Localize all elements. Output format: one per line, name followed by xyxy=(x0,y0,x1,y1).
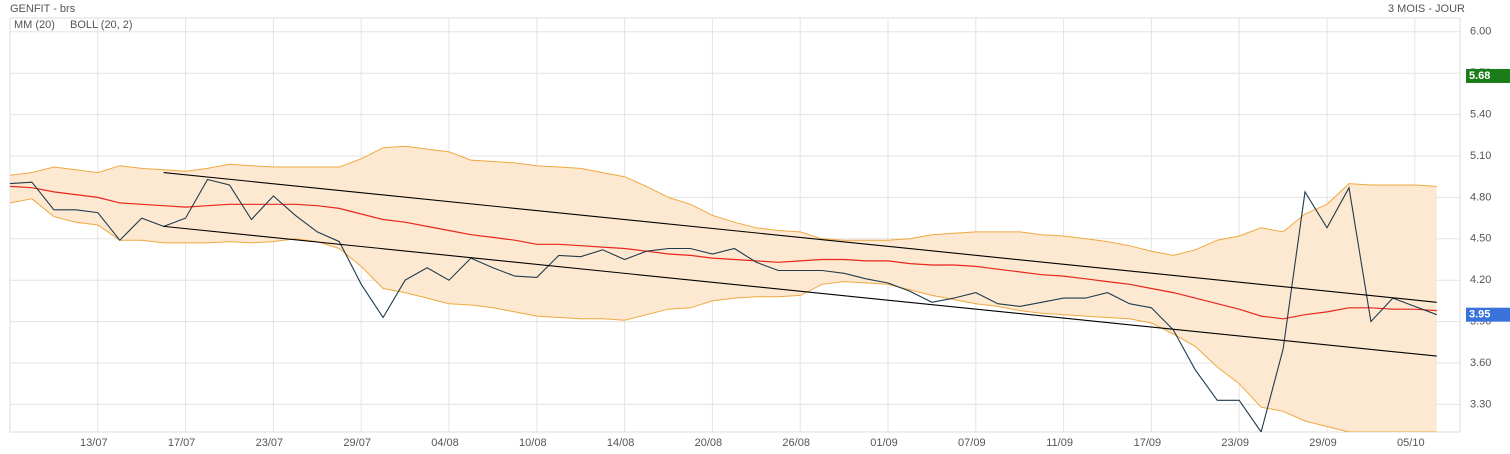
x-tick-label: 14/08 xyxy=(607,437,635,449)
chart-subtitle: 3 MOIS - JOUR xyxy=(1388,3,1465,15)
legend-item: BOLL (20, 2) xyxy=(70,19,133,31)
bollinger-lower xyxy=(10,198,1437,432)
x-tick-label: 17/07 xyxy=(168,437,196,449)
x-tick-label: 23/07 xyxy=(256,437,284,449)
x-tick-label: 29/07 xyxy=(343,437,371,449)
x-tick-label: 01/09 xyxy=(870,437,898,449)
chart-title: GENFIT - brs xyxy=(10,3,76,15)
y-tick-label: 4.80 xyxy=(1470,191,1491,203)
x-tick-label: 13/07 xyxy=(80,437,108,449)
y-tick-label: 5.10 xyxy=(1470,150,1491,162)
y-tick-label: 3.60 xyxy=(1470,357,1491,369)
x-tick-label: 07/09 xyxy=(958,437,986,449)
price-badge-label: 3.95 xyxy=(1469,309,1490,321)
legend-item: MM (20) xyxy=(14,19,55,31)
plot-frame xyxy=(9,17,1461,433)
bollinger-band xyxy=(10,146,1437,432)
x-tick-label: 23/09 xyxy=(1221,437,1249,449)
y-tick-label: 6.00 xyxy=(1470,26,1491,38)
y-tick-label: 4.50 xyxy=(1470,233,1491,245)
trendline xyxy=(163,225,1437,357)
moving-average xyxy=(10,185,1437,320)
x-tick-label: 10/08 xyxy=(519,437,547,449)
plot-area xyxy=(10,145,1437,432)
price-line xyxy=(10,178,1437,432)
y-tick-label: 3.30 xyxy=(1470,398,1491,410)
bollinger-upper xyxy=(10,145,1437,256)
trendline xyxy=(163,172,1437,303)
axes: 3.303.603.904.204.504.805.105.405.706.00… xyxy=(80,26,1510,449)
x-tick-label: 17/09 xyxy=(1134,437,1162,449)
x-tick-label: 05/10 xyxy=(1397,437,1425,449)
price-badge xyxy=(1466,68,1510,83)
x-tick-label: 04/08 xyxy=(431,437,459,449)
x-tick-label: 20/08 xyxy=(695,437,723,449)
x-tick-label: 29/09 xyxy=(1309,437,1337,449)
price-badge xyxy=(1466,307,1510,322)
y-tick-label: 5.40 xyxy=(1470,109,1491,121)
price-badge-label: 5.68 xyxy=(1469,70,1490,82)
x-tick-label: 11/09 xyxy=(1046,437,1073,449)
y-tick-label: 4.20 xyxy=(1470,274,1491,286)
x-tick-label: 26/08 xyxy=(782,437,810,449)
